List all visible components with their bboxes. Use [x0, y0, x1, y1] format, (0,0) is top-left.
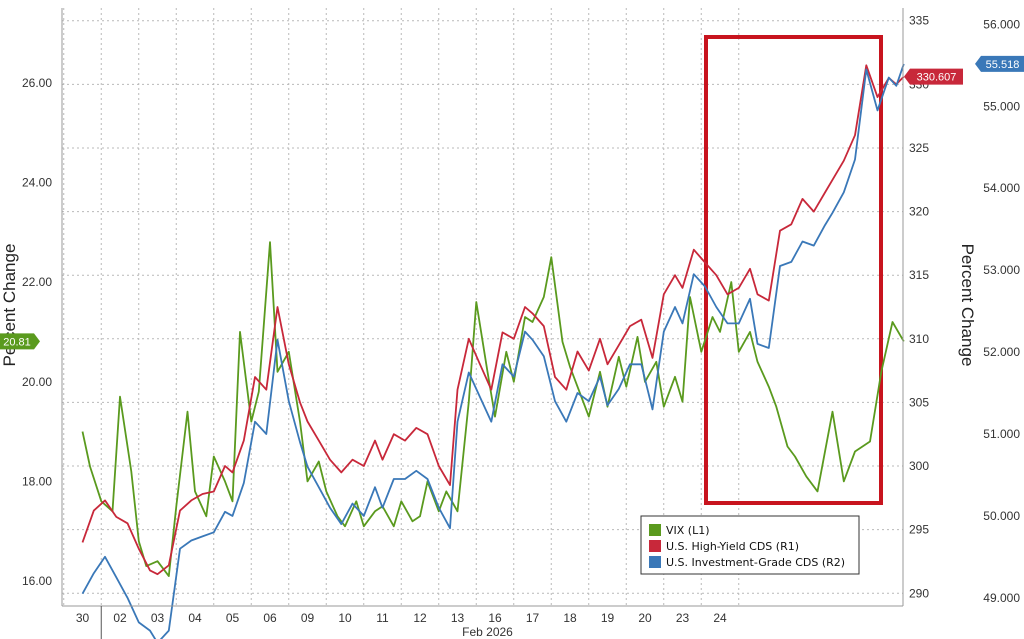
x-tick-label: 24	[713, 611, 727, 625]
series-line-2	[81, 63, 905, 639]
x-tick-label: 09	[301, 611, 315, 625]
series-line-0	[81, 241, 905, 577]
x-tick-label: 12	[413, 611, 427, 625]
x-tick-label: 03	[151, 611, 165, 625]
x-tick-label: 17	[526, 611, 540, 625]
right1-tick-label: 295	[909, 523, 929, 537]
left-tick-label: 22.00	[22, 275, 52, 289]
right1-tick-label: 315	[909, 268, 929, 282]
right1-tick-label: 310	[909, 332, 929, 346]
highlight-rect	[704, 35, 883, 505]
right2-tick-label: 50.000	[983, 509, 1020, 523]
x-tick-label: 16	[488, 611, 502, 625]
right1-tick-label: 325	[909, 141, 929, 155]
value-badge	[904, 68, 963, 85]
right2-tick-label: 52.000	[983, 345, 1020, 359]
value-badge-label: 55.518	[986, 59, 1020, 71]
legend-swatch	[649, 540, 661, 552]
legend-swatch	[649, 556, 661, 568]
series-lines	[81, 63, 905, 639]
x-tick-label: 05	[226, 611, 240, 625]
right2-tick-label: 56.000	[983, 17, 1020, 31]
value-badge-label: 330.607	[917, 72, 957, 84]
left-tick-label: 18.00	[22, 474, 52, 488]
last-value-badges: 20.81 330.607 55.518	[0, 55, 1024, 350]
right1-tick-label: 290	[909, 586, 929, 600]
left-tick-label: 20.00	[22, 375, 52, 389]
legend-label: VIX (L1)	[666, 524, 710, 537]
right2-tick-label: 49.000	[983, 591, 1020, 605]
right1-tick-label: 300	[909, 459, 929, 473]
right2-tick-label: 54.000	[983, 181, 1020, 195]
left-tick-label: 26.00	[22, 76, 52, 90]
value-badge	[0, 333, 40, 350]
x-axis: 30 02 03 04 05 06 09 10 11 12 13 16 17 18 19 20 23 24 Feb …	[76, 606, 727, 639]
x-tick-label: 11	[376, 611, 389, 625]
right1-tick-label: 335	[909, 14, 929, 28]
right2-tick-label: 53.000	[983, 263, 1020, 277]
x-tick-label: 10	[338, 611, 352, 625]
x-tick-label: 13	[451, 611, 465, 625]
value-badge	[975, 55, 1024, 72]
left-tick-label: 24.00	[22, 175, 52, 189]
x-tick-label: 02	[113, 611, 127, 625]
x-month-label: Feb 2026	[462, 625, 513, 639]
legend-box	[640, 515, 860, 575]
x-tick-label: 23	[676, 611, 690, 625]
x-tick-label: 30	[76, 611, 90, 625]
axes: 16.00 18.00 20.00 22.00 24.00 26.00 290 295 300 3…	[0, 8, 1020, 607]
x-tick-label: 19	[601, 611, 615, 625]
right1-tick-label: 320	[909, 205, 929, 219]
right-axis-title: Percent Change	[958, 244, 977, 367]
legend-label: U.S. High-Yield CDS (R1)	[666, 540, 799, 553]
highlight-box	[704, 35, 883, 505]
legend: VIX (L1) U.S. High-Yield CDS (R1) U.S. Inv…	[640, 515, 860, 575]
value-badge-label: 20.81	[3, 336, 31, 348]
x-tick-label: 06	[263, 611, 277, 625]
x-tick-label: 04	[188, 611, 202, 625]
right1-tick-label: 305	[909, 395, 929, 409]
x-tick-label: 18	[563, 611, 577, 625]
right2-tick-label: 55.000	[983, 99, 1020, 113]
legend-label: U.S. Investment-Grade CDS (R2)	[666, 556, 845, 569]
left-tick-label: 16.00	[22, 574, 52, 588]
right2-tick-label: 51.000	[983, 427, 1020, 441]
series-line-1	[81, 64, 905, 576]
legend-swatch	[649, 524, 661, 536]
x-tick-label: 20	[638, 611, 652, 625]
